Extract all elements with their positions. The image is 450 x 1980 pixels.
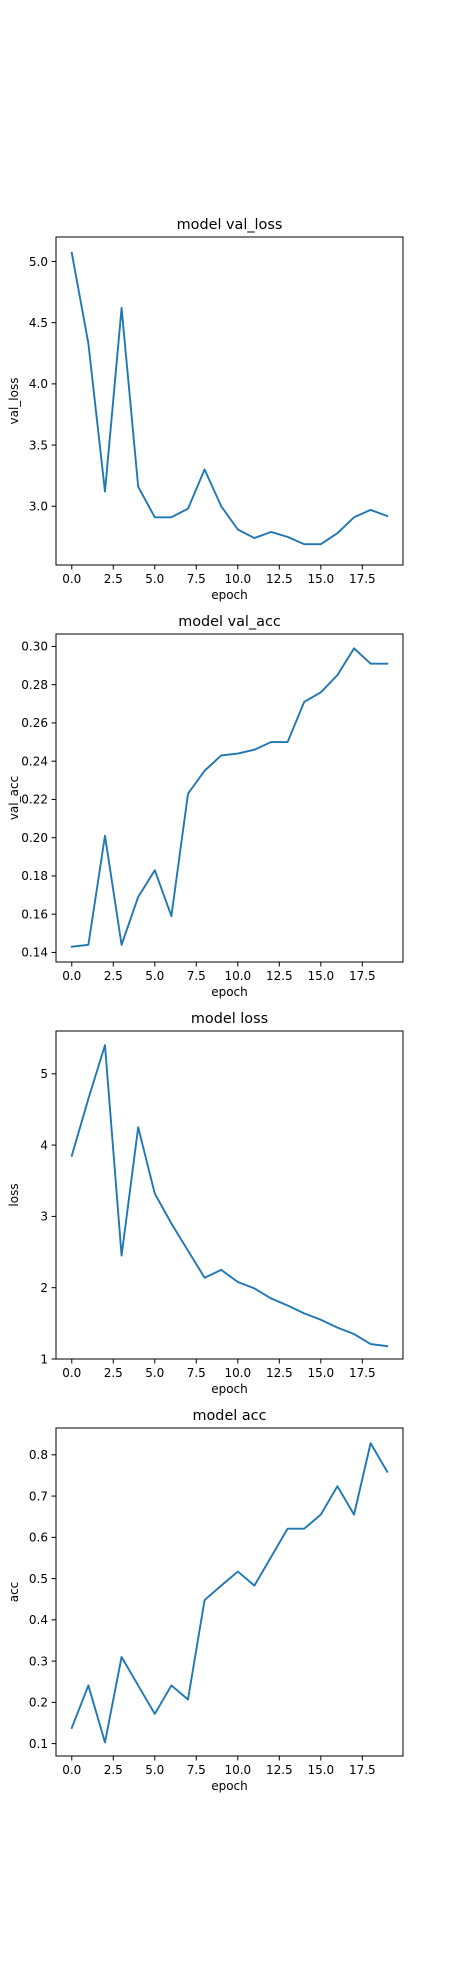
- y-axis-label: loss: [7, 1183, 21, 1206]
- y-tick-label: 5.0: [29, 255, 48, 269]
- x-tick-label: 17.5: [349, 1763, 376, 1777]
- x-tick-label: 2.5: [104, 1763, 123, 1777]
- x-tick-label: 17.5: [349, 572, 376, 586]
- y-tick-label: 0.16: [21, 907, 48, 921]
- x-tick-label: 7.5: [187, 572, 206, 586]
- axes-frame: [55, 1030, 404, 1360]
- y-tick-label: 0.30: [21, 640, 48, 654]
- y-tick-label: 0.20: [21, 831, 48, 845]
- x-axis-label: epoch: [211, 985, 248, 999]
- y-tick-label: 2: [40, 1281, 48, 1295]
- loss-chart: model loss epoch loss 0.0 2.5 5.0 7.5 10.0 12…: [7, 1011, 404, 1396]
- y-tick-label: 0.28: [21, 678, 48, 692]
- x-tick-label: 7.5: [187, 1366, 206, 1380]
- y-tick-label: 0.18: [21, 869, 48, 883]
- series-line: [70, 251, 389, 546]
- x-tick-label: 10.0: [224, 1366, 251, 1380]
- y-tick-label: 0.6: [29, 1531, 48, 1545]
- x-tick-label: 12.5: [266, 1366, 293, 1380]
- x-tick-label: 17.5: [349, 969, 376, 983]
- series-line: [70, 647, 389, 948]
- y-axis-label: val_acc: [7, 776, 21, 820]
- x-tick-label: 5.0: [145, 1763, 164, 1777]
- val-loss-chart: model val_loss epoch val_loss 0.0 2.5 5.0 7…: [7, 217, 404, 602]
- x-tick-label: 0.0: [62, 1763, 81, 1777]
- y-tick-label: 4: [40, 1138, 48, 1152]
- x-tick-label: 5.0: [145, 1366, 164, 1380]
- x-tick-label: 0.0: [62, 969, 81, 983]
- x-tick-label: 5.0: [145, 572, 164, 586]
- y-tick-label: 0.3: [29, 1654, 48, 1668]
- x-tick-label: 10.0: [224, 572, 251, 586]
- y-tick-label: 0.4: [29, 1613, 48, 1627]
- y-tick-label: 1: [40, 1352, 48, 1366]
- axes-frame: [55, 1427, 404, 1757]
- y-axis-label: acc: [7, 1582, 21, 1603]
- x-tick-label: 15.0: [307, 1763, 334, 1777]
- x-tick-label: 2.5: [104, 572, 123, 586]
- y-tick-label: 0.14: [21, 946, 48, 960]
- y-tick-label: 0.24: [21, 754, 48, 768]
- chart-title: model val_loss: [177, 217, 283, 233]
- x-tick-label: 15.0: [307, 572, 334, 586]
- y-tick-label: 3.0: [29, 500, 48, 514]
- x-tick-label: 15.0: [307, 969, 334, 983]
- chart-title: model loss: [191, 1011, 268, 1027]
- x-tick-label: 0.0: [62, 572, 81, 586]
- val-acc-chart: model val_acc epoch val_acc 0.0 2.5 5.0 7.5…: [7, 614, 404, 999]
- series-line: [70, 1044, 389, 1348]
- y-tick-label: 0.22: [21, 793, 48, 807]
- y-tick-label: 0.8: [29, 1448, 48, 1462]
- y-tick-label: 0.7: [29, 1489, 48, 1503]
- axes-frame: [55, 633, 404, 963]
- y-axis-label: val_loss: [7, 378, 21, 425]
- x-tick-label: 15.0: [307, 1366, 334, 1380]
- y-tick-label: 0.2: [29, 1696, 48, 1710]
- y-tick-label: 0.26: [21, 716, 48, 730]
- x-tick-label: 2.5: [104, 1366, 123, 1380]
- y-tick-label: 5: [40, 1067, 48, 1081]
- chart-title: model val_acc: [178, 614, 281, 630]
- y-tick-label: 4.0: [29, 377, 48, 391]
- x-axis-label: epoch: [211, 588, 248, 602]
- acc-chart: model acc epoch acc 0.0 2.5 5.0 7.5 10.0 12.5…: [7, 1408, 404, 1793]
- y-tick-label: 3: [40, 1210, 48, 1224]
- y-tick-label: 0.1: [29, 1737, 48, 1751]
- x-tick-label: 2.5: [104, 969, 123, 983]
- x-tick-label: 12.5: [266, 1763, 293, 1777]
- chart-title: model acc: [192, 1408, 266, 1424]
- y-tick-label: 4.5: [29, 316, 48, 330]
- x-tick-label: 5.0: [145, 969, 164, 983]
- x-tick-label: 7.5: [187, 1763, 206, 1777]
- series-line: [70, 1442, 389, 1744]
- x-axis-label: epoch: [211, 1382, 248, 1396]
- x-tick-label: 10.0: [224, 969, 251, 983]
- x-tick-label: 12.5: [266, 969, 293, 983]
- y-tick-label: 0.5: [29, 1572, 48, 1586]
- x-tick-label: 7.5: [187, 969, 206, 983]
- x-axis-label: epoch: [211, 1779, 248, 1793]
- x-tick-label: 0.0: [62, 1366, 81, 1380]
- x-tick-label: 17.5: [349, 1366, 376, 1380]
- x-tick-label: 12.5: [266, 572, 293, 586]
- x-tick-label: 10.0: [224, 1763, 251, 1777]
- y-tick-label: 3.5: [29, 438, 48, 452]
- axes-frame: [55, 236, 404, 566]
